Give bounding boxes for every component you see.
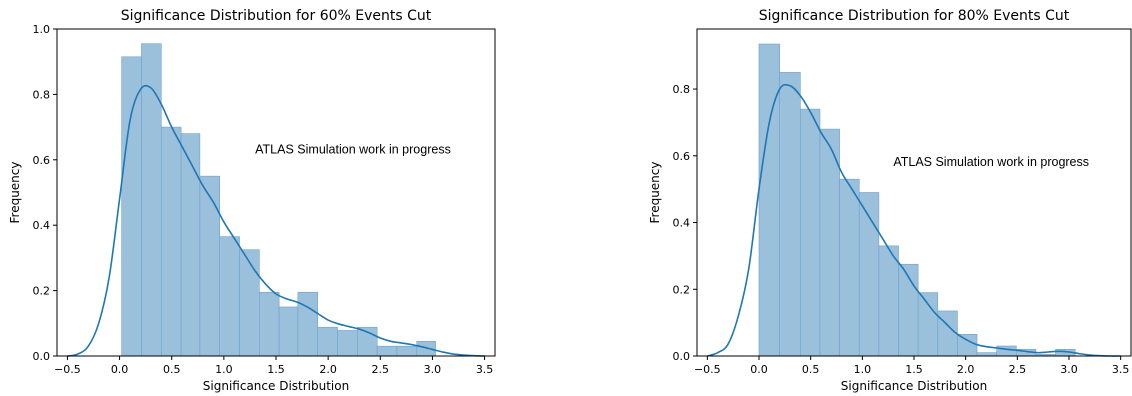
histogram-bar [180,133,201,357]
histogram-bar [297,291,319,357]
histogram-bar [199,175,220,357]
x-tick-label: 3.0 [424,363,442,376]
chart-60pct: Significance Distribution for 60% Events… [8,8,496,393]
x-tick-label: 1.0 [215,363,233,376]
x-axis: −0.5 0.0 0.5 1.0 1.5 2.0 2.5 3.0 3.5 [54,356,493,376]
y-tick-label: 0.6 [673,150,691,163]
y-axis: 0.0 0.2 0.4 0.6 0.8 [673,83,697,363]
histogram-bar [121,56,142,357]
chart-title: Significance Distribution for 80% Events… [759,8,1070,24]
histogram-bar [219,236,240,357]
x-axis: −0.5 0.0 0.5 1.0 1.5 2.0 2.5 3.0 3.5 [694,356,1129,376]
atlas-annotation: ATLAS Simulation work in progress [893,155,1089,169]
histogram-bar [779,72,801,357]
x-tick-label: −0.5 [694,363,721,376]
x-tick-label: 3.5 [476,363,494,376]
kde-curve [67,84,485,357]
y-tick-label: 0.0 [673,350,691,363]
x-tick-label: 1.5 [905,363,923,376]
histogram [121,43,436,357]
x-tick-label: 0.5 [163,363,181,376]
x-axis-label: Significance Distribution [841,379,987,393]
atlas-annotation: ATLAS Simulation work in progress [255,142,451,156]
histogram [758,43,1076,357]
kde-curve [707,83,1121,357]
x-tick-label: 3.0 [1060,363,1078,376]
histogram-bar [160,126,182,357]
left-chart-panel: Significance Distribution for 60% Events… [8,8,496,393]
y-axis-label: Frequency [8,162,22,224]
x-tick-label: 0.5 [802,363,820,376]
y-tick-label: 0.8 [673,83,691,96]
x-tick-label: 2.0 [957,363,975,376]
y-tick-label: 0.2 [33,285,51,298]
histogram-bar [758,43,780,357]
y-tick-label: 0.8 [33,88,51,101]
x-tick-label: 1.5 [267,363,285,376]
right-chart-panel: Significance Distribution for 80% Events… [566,0,1132,396]
histogram-bar [376,345,398,357]
histogram-bar [839,178,860,357]
histogram-bar [337,330,358,357]
y-tick-label: 0.6 [33,154,51,167]
histogram-bar [317,326,338,357]
histogram-bar [239,249,260,357]
x-axis-label: Significance Distribution [203,379,349,393]
histogram-bar [259,291,280,357]
x-tick-label: 3.5 [1112,363,1130,376]
histogram-bar [278,306,299,357]
histogram-bar [996,345,1017,357]
y-tick-label: 0.2 [673,283,691,296]
x-tick-label: 2.0 [319,363,337,376]
histogram-bar [976,352,997,357]
histogram-bar [957,334,978,357]
y-axis: 0.0 0.2 0.4 0.6 0.8 1.0 [33,23,57,363]
y-tick-label: 1.0 [33,23,51,36]
histogram-bar [917,292,939,357]
histogram-bar [800,108,821,357]
x-tick-label: 2.5 [1009,363,1027,376]
chart-80pct: Significance Distribution for 80% Events… [648,8,1132,393]
y-tick-label: 0.0 [33,350,51,363]
x-tick-label: 2.5 [372,363,390,376]
chart-title: Significance Distribution for 60% Events… [121,8,432,24]
x-tick-label: 1.0 [854,363,872,376]
x-tick-label: 0.0 [750,363,768,376]
x-tick-label: −0.5 [54,363,81,376]
y-tick-label: 0.4 [673,217,691,230]
histogram-bar [141,43,162,357]
x-tick-label: 0.0 [111,363,129,376]
y-axis-label: Frequency [648,162,662,224]
histogram-bar [396,345,418,357]
histogram-bar [878,245,899,357]
y-tick-label: 0.4 [33,219,51,232]
